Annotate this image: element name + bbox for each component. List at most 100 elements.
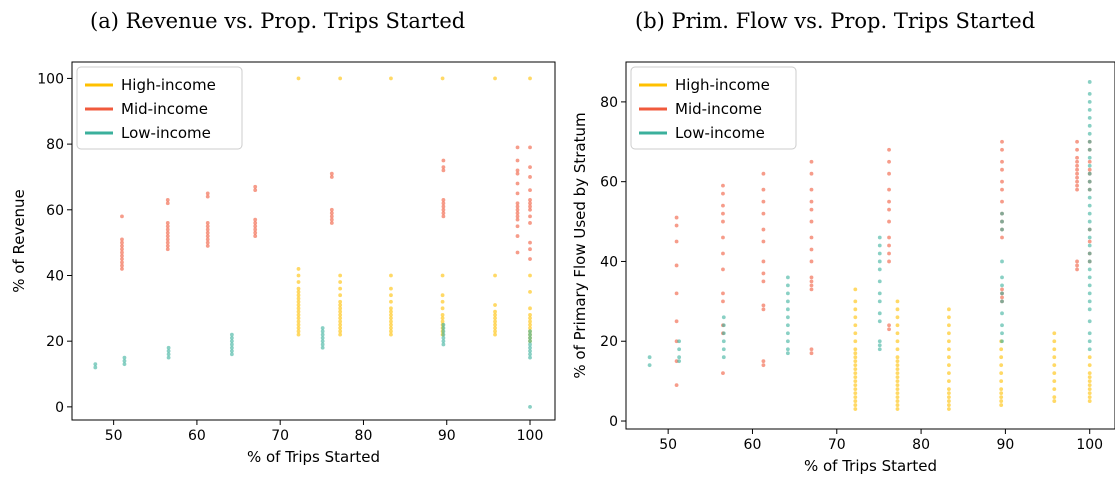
data-point-high: [493, 322, 497, 327]
data-point-mid: [515, 168, 520, 173]
data-point-high: [895, 347, 900, 352]
data-point-low: [1000, 227, 1004, 232]
data-point-low: [677, 359, 682, 364]
data-point-high: [853, 287, 858, 292]
data-point-high: [947, 403, 951, 407]
data-point-high: [853, 323, 858, 328]
data-point-mid: [528, 214, 532, 219]
data-point-high: [853, 355, 858, 360]
data-point-mid: [441, 198, 446, 202]
legend-label: Low-income: [121, 124, 211, 142]
data-point-high: [338, 326, 343, 330]
data-point-mid: [1075, 163, 1079, 168]
data-point-low: [785, 351, 790, 356]
data-point-mid: [761, 239, 766, 244]
x-tick-label: 50: [659, 437, 677, 453]
data-point-mid: [528, 221, 532, 225]
data-point-low: [122, 355, 127, 360]
data-point-high: [296, 313, 301, 317]
data-point-high: [440, 299, 445, 304]
data-point-low: [1087, 299, 1092, 304]
data-point-mid: [515, 224, 520, 229]
data-point-mid: [329, 171, 334, 176]
data-point-mid: [721, 219, 725, 224]
data-point-low: [93, 362, 98, 367]
data-point-mid: [761, 211, 766, 216]
y-axis-label: % of Primary Flow Used by Stratum: [571, 112, 589, 378]
data-point-high: [999, 371, 1004, 376]
y-tick-label: 40: [600, 254, 618, 270]
data-point-mid: [721, 211, 725, 216]
y-tick-label: 0: [55, 400, 64, 416]
y-tick-label: 60: [600, 175, 618, 191]
data-point-mid: [515, 204, 520, 209]
data-point-mid: [674, 291, 679, 296]
data-point-low: [1087, 259, 1092, 264]
data-point-mid: [809, 199, 814, 204]
data-point-low: [1087, 291, 1092, 296]
x-axis-label: % of Trips Started: [804, 457, 937, 475]
data-point-low: [229, 335, 234, 340]
data-point-mid: [887, 207, 891, 212]
data-point-high: [895, 367, 900, 372]
data-point-mid: [253, 234, 258, 238]
data-point-low: [877, 235, 882, 240]
legend-label: Low-income: [675, 124, 765, 142]
data-point-high: [338, 309, 343, 314]
data-point-high: [296, 329, 301, 334]
data-point-mid: [761, 279, 766, 284]
data-point-high: [999, 379, 1004, 384]
data-point-low: [1087, 283, 1092, 288]
data-point-mid: [761, 303, 766, 308]
data-point-low: [1087, 243, 1092, 248]
data-point-low: [441, 332, 446, 337]
data-point-high: [853, 367, 858, 372]
data-point-mid: [253, 217, 258, 222]
data-point-mid: [515, 145, 520, 150]
legend-box: [76, 66, 243, 150]
data-point-low: [320, 345, 325, 350]
caption-b: (b) Prim. Flow vs. Prop. Trips Started: [635, 9, 1035, 33]
data-point-high: [338, 322, 343, 327]
y-axis-label: % of Revenue: [10, 189, 28, 293]
data-point-mid: [515, 234, 520, 238]
data-point-high: [895, 383, 900, 388]
data-point-high: [895, 375, 900, 380]
x-tick-label: 60: [188, 428, 206, 444]
data-point-mid: [120, 240, 124, 245]
data-point-mid: [528, 188, 532, 192]
data-point-high: [999, 347, 1004, 352]
data-point-mid: [1087, 239, 1092, 244]
data-point-low: [721, 331, 726, 336]
data-point-high: [1087, 387, 1092, 392]
data-point-low: [1000, 259, 1004, 264]
data-point-mid: [761, 171, 766, 176]
data-point-low: [441, 322, 446, 327]
data-point-low: [166, 349, 171, 353]
data-point-low: [785, 315, 790, 320]
data-point-low: [1000, 339, 1004, 344]
data-point-mid: [205, 191, 210, 196]
data-point-high: [296, 316, 301, 321]
data-point-high: [389, 316, 393, 321]
data-point-high: [493, 313, 497, 317]
y-tick-label: 80: [46, 137, 64, 153]
data-point-high: [895, 403, 900, 407]
data-point-mid: [441, 204, 446, 209]
data-point-high: [1087, 363, 1092, 368]
data-point-low: [122, 358, 127, 363]
data-point-low: [320, 339, 325, 344]
data-point-low: [1087, 307, 1092, 312]
data-point-high: [338, 280, 343, 284]
data-point-low: [1087, 171, 1092, 176]
data-point-high: [853, 395, 858, 399]
data-point-mid: [721, 251, 725, 256]
data-point-high: [440, 316, 445, 321]
data-point-mid: [120, 237, 124, 242]
data-point-high: [947, 371, 951, 376]
data-point-low: [229, 352, 234, 357]
data-point-low: [877, 243, 882, 248]
data-point-high: [389, 332, 393, 337]
data-point-mid: [515, 181, 520, 186]
x-tick-label: 80: [355, 428, 373, 444]
